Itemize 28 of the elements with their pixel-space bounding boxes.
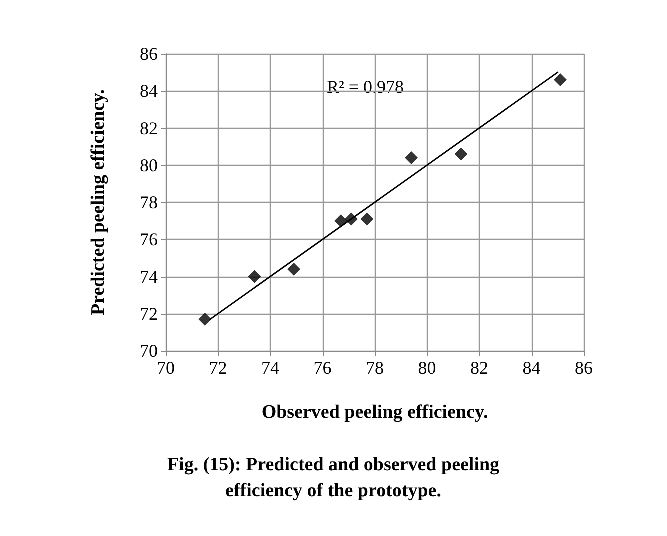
- y-tick-label: 74: [140, 266, 158, 287]
- text: Fig. (15): Predicted and observed peeling efficiency of the prototype.: [167, 454, 500, 502]
- point: [198, 312, 212, 326]
- x-tick-label: 84: [522, 358, 541, 378]
- x-tick-label: 78: [366, 358, 384, 378]
- y-tick-label: 76: [140, 230, 158, 250]
- y-tick-label: 84: [140, 81, 158, 102]
- y-tick-label: 82: [140, 118, 158, 138]
- x-axis-title: Observed peeling efficiency.: [262, 402, 488, 423]
- x-tick-label: 80: [418, 358, 436, 378]
- point: [454, 148, 468, 161]
- y-tick-label: 72: [140, 304, 158, 324]
- y-tick-label: 78: [140, 192, 158, 212]
- y-tick-label: 70: [140, 341, 158, 361]
- point: [288, 262, 301, 276]
- y-tick-label: 86: [140, 44, 158, 64]
- x-tick-label: 74: [262, 358, 280, 378]
- x-tick-label: 86: [575, 358, 593, 378]
- x-tick-label: 76: [314, 358, 332, 378]
- y-axis-title: Predicted peeling efficiency.: [88, 89, 109, 316]
- point: [248, 270, 262, 284]
- point: [405, 151, 418, 164]
- x-tick-label: 72: [209, 358, 228, 378]
- y-tick-label: 80: [140, 155, 158, 176]
- point: [554, 73, 567, 86]
- point: [360, 212, 374, 226]
- x-tick-label: 82: [470, 358, 488, 378]
- x-tick-label: 70: [157, 358, 175, 378]
